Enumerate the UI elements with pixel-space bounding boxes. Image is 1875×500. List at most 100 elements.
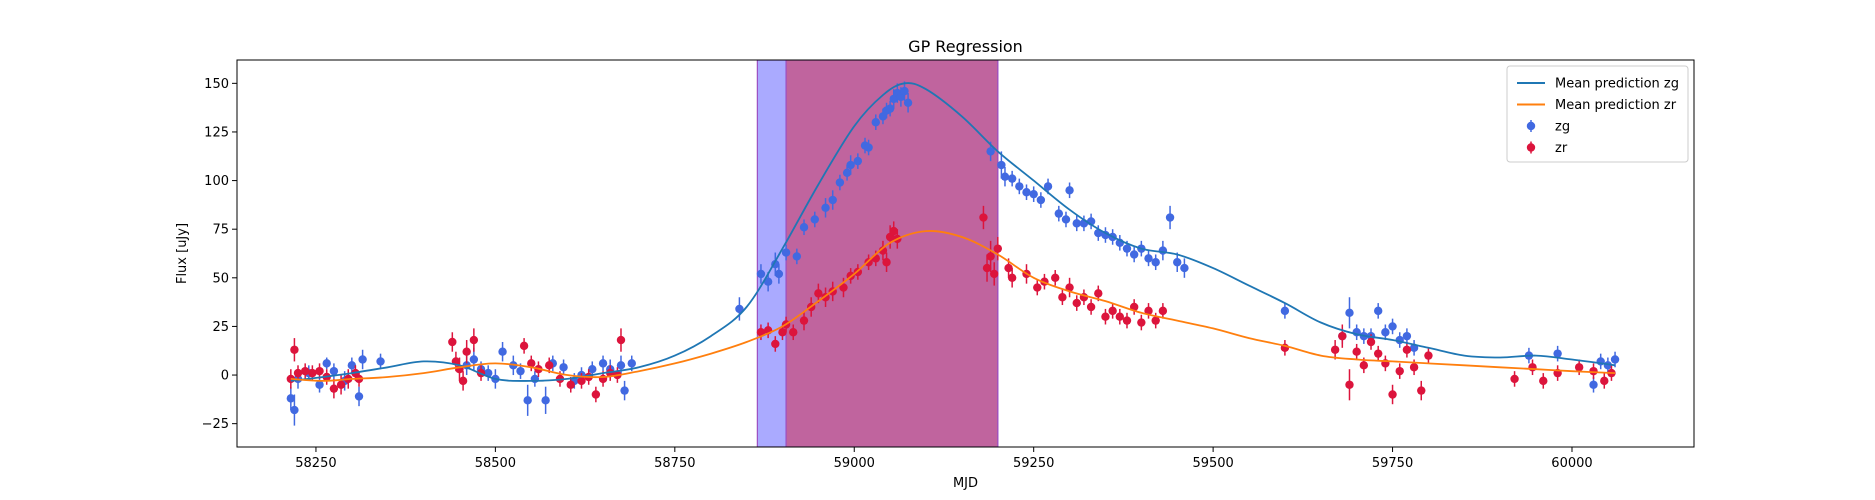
point-zg	[1007, 174, 1017, 183]
y-tick-label: 0	[221, 369, 229, 384]
point-zg	[842, 168, 852, 177]
x-tick-label: 59000	[834, 456, 875, 471]
point-zr	[519, 341, 529, 351]
point-zg	[315, 380, 324, 389]
point-zg	[774, 269, 784, 279]
point-zg	[900, 86, 909, 96]
point-zg	[598, 359, 608, 368]
point-zg	[559, 363, 568, 372]
legend-label-zg: zg	[1555, 120, 1570, 135]
point-zg	[1061, 215, 1071, 224]
point-zr	[982, 263, 992, 273]
point-zg	[835, 178, 845, 187]
point-zr	[1108, 306, 1117, 316]
point-zg	[347, 361, 357, 370]
point-zr	[329, 384, 339, 393]
point-zr	[1007, 273, 1017, 283]
point-zr	[1065, 283, 1074, 292]
point-zr	[1115, 312, 1125, 321]
point-zr	[1574, 363, 1584, 372]
point-zr	[789, 328, 798, 337]
point-zg	[1122, 244, 1132, 253]
point-zr	[458, 376, 468, 386]
point-zr	[1589, 366, 1598, 376]
legend-label-mean-prediction-zg: Mean prediction zg	[1555, 77, 1679, 92]
point-zr	[993, 244, 1002, 253]
point-zr	[1352, 347, 1361, 356]
point-zg	[616, 361, 626, 370]
point-zg	[1173, 258, 1182, 267]
x-tick-label: 58250	[295, 456, 336, 471]
point-zg	[1144, 254, 1153, 263]
point-zr	[290, 345, 299, 354]
point-zg	[329, 366, 339, 376]
point-zg	[885, 104, 895, 113]
point-zg	[1015, 182, 1024, 191]
point-zg	[792, 252, 802, 261]
x-axis-label: MJD	[953, 476, 978, 491]
point-zg	[541, 396, 550, 405]
point-zr	[1388, 390, 1397, 399]
point-zr	[1600, 376, 1609, 386]
legend-swatch-zg	[1526, 121, 1536, 131]
x-tick-label: 59250	[1013, 456, 1054, 471]
point-zg	[1402, 331, 1412, 341]
point-zg	[997, 160, 1006, 170]
y-tick-label: −25	[202, 417, 229, 432]
point-zr	[462, 347, 471, 356]
point-zg	[828, 195, 837, 205]
point-zr	[889, 226, 898, 236]
point-zg	[735, 304, 744, 314]
point-zr	[1122, 316, 1132, 325]
point-zg	[756, 269, 766, 279]
point-zr	[1158, 306, 1168, 316]
point-zg	[498, 347, 507, 356]
legend-label-zr: zr	[1555, 141, 1568, 156]
point-zg	[1345, 308, 1354, 318]
point-zg	[627, 359, 636, 368]
point-zr	[1072, 298, 1081, 308]
point-zr	[1373, 349, 1383, 358]
point-zr	[1058, 293, 1067, 302]
plot-area: 58250 58500 58750 59000 59250 59500 59750 60000…	[202, 59, 1695, 471]
point-zg	[799, 223, 809, 232]
point-zg	[1381, 328, 1390, 337]
point-zr	[979, 213, 988, 222]
point-zg	[871, 118, 880, 127]
point-zr	[308, 368, 317, 378]
legend-swatch-zr	[1526, 143, 1536, 152]
point-zr	[771, 339, 780, 349]
point-zr	[1409, 363, 1419, 372]
plot-content	[286, 60, 1620, 447]
series-zg	[286, 81, 1620, 426]
point-zr	[1510, 374, 1519, 384]
point-zr	[882, 258, 891, 267]
point-zr	[1345, 380, 1354, 389]
point-zr	[1402, 345, 1412, 354]
point-zr	[871, 254, 880, 263]
point-zg	[376, 357, 385, 366]
point-zr	[1033, 283, 1042, 292]
x-tick-label: 58500	[475, 456, 516, 471]
point-zr	[1144, 306, 1153, 316]
point-zr	[315, 366, 324, 376]
shaded-region-zr	[785, 60, 999, 447]
point-zg	[1158, 246, 1168, 255]
point-zg	[1165, 213, 1175, 222]
point-zr	[1539, 376, 1548, 386]
point-zg	[1129, 250, 1139, 259]
point-zr	[1137, 318, 1146, 327]
point-zr	[1528, 363, 1537, 372]
y-tick-label: 125	[204, 125, 229, 140]
point-zr	[1051, 273, 1060, 283]
point-zg	[469, 355, 479, 364]
point-zg	[588, 365, 597, 374]
point-zg	[1054, 209, 1064, 218]
point-zg	[853, 156, 863, 166]
point-zg	[322, 359, 331, 368]
point-zr	[1395, 366, 1404, 376]
point-zg	[1065, 186, 1074, 195]
legend-label-mean-prediction-zr: Mean prediction zr	[1555, 98, 1677, 113]
point-zr	[878, 246, 888, 255]
point-zr	[839, 283, 848, 292]
